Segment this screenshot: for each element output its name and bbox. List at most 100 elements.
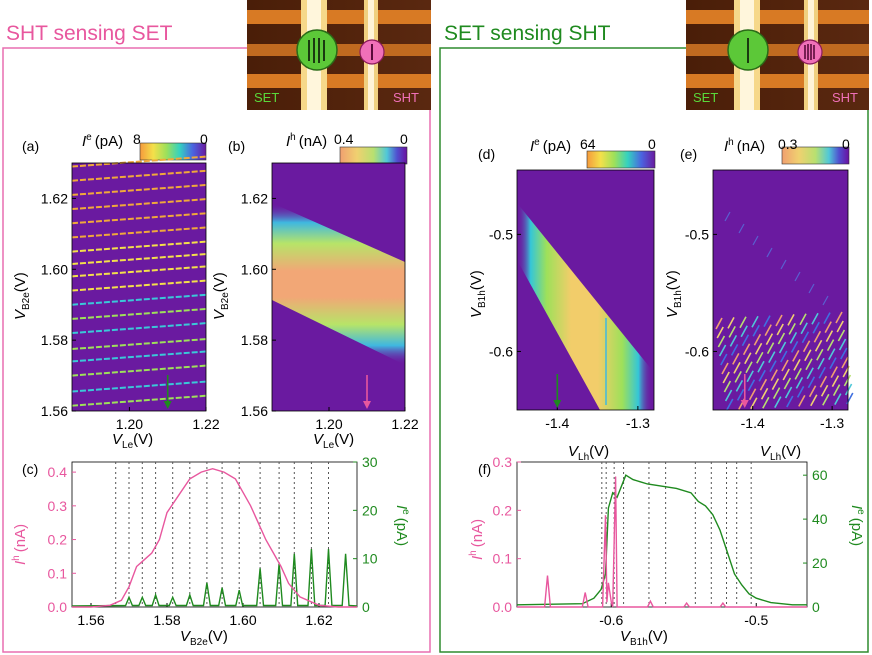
streak-e-64 — [829, 357, 837, 369]
streak-e-70 — [770, 369, 778, 381]
colorbar-d-label: Ie (pA) — [530, 137, 571, 155]
streak-e-85 — [819, 375, 828, 388]
y-tick-label-a-0: 1.56 — [41, 403, 68, 419]
left-tick-label-f-3: 0.3 — [493, 454, 513, 470]
panel-a: (a) Ie (pA) 8 0 1.20 1.221.561.581.601.62 … — [12, 131, 220, 451]
x-tick-label-f-0: -0.6 — [599, 612, 623, 628]
streak-e-63 — [817, 357, 825, 370]
streak-e-faint-6 — [808, 283, 815, 294]
colorbar-b-max: 0.4 — [334, 131, 354, 147]
right-tick-label-c-3: 30 — [362, 454, 378, 470]
axis-d-x-label: VLh(V) — [568, 443, 609, 463]
streak-e-82 — [783, 377, 792, 390]
streak-e-26 — [765, 333, 774, 345]
streak-e-73 — [806, 367, 814, 380]
streak-e-3 — [751, 315, 759, 328]
device-photo-right: SET SHT — [686, 0, 869, 110]
axis-b-y-label: VB2e(V) — [211, 272, 231, 320]
streak-e-78 — [735, 380, 744, 392]
streak-e-11 — [716, 326, 724, 339]
stripe-a-9 — [71, 265, 207, 278]
streak-e-0 — [715, 317, 723, 330]
panel-c: (c) 1.56 1.58 1.60 1.62 0.0 0.1 0.2 0.3 0.4 0 10 20… — [11, 454, 411, 648]
streak-e-faint-3 — [766, 247, 773, 258]
streak-e-faint-7 — [822, 295, 829, 306]
streak-e-18 — [800, 322, 808, 335]
streak-e-34 — [730, 344, 739, 356]
streak-e-22 — [717, 335, 726, 348]
streak-e-1 — [727, 317, 735, 329]
streak-e-75 — [830, 366, 838, 378]
x-tick-label-a-0: 1.20 — [116, 416, 143, 432]
streak-e-105 — [798, 395, 806, 407]
colorbar-d-min: 0 — [648, 136, 656, 152]
plot-f-area — [516, 461, 808, 608]
streak-e-25 — [753, 333, 762, 346]
right-tick-label-c-2: 20 — [362, 502, 378, 518]
streak-e-95 — [808, 385, 817, 398]
panel-a-letter: (a) — [22, 138, 39, 154]
y-tick-label-b-2: 1.60 — [241, 261, 268, 277]
streak-e-88 — [724, 389, 733, 402]
streak-e-77 — [723, 380, 732, 393]
left-tick-label-c-0: 0.0 — [48, 599, 68, 615]
streak-e-21 — [836, 320, 844, 333]
axis-b-x-label: VLe(V) — [313, 431, 354, 451]
device-photo-left: SET SHT — [247, 0, 431, 110]
streak-e-103 — [774, 396, 782, 408]
streak-e-96 — [820, 384, 829, 397]
panel-e: (e) Ih (nA) 0.3 0 -1.4 -1.3 -0.6 -0.5 VLh(V)… — [664, 136, 854, 463]
colorbar-e-max: 0.3 — [778, 136, 798, 152]
streak-e-60 — [781, 359, 789, 372]
y-tick-label-d-0: -0.6 — [489, 343, 513, 359]
streak-e-37 — [766, 342, 775, 354]
stripe-a-4 — [71, 338, 207, 350]
streak-e-23 — [729, 335, 738, 347]
streak-e-8 — [811, 312, 819, 325]
left-tick-label-c-1: 0.1 — [48, 565, 68, 581]
streak-e-27 — [777, 332, 786, 345]
streak-e-91 — [760, 387, 769, 400]
streak-e-59 — [769, 360, 777, 372]
colorbar-a-min: 0 — [200, 131, 208, 147]
x-tick-label-a-1: 1.22 — [192, 416, 219, 432]
axis-c-right-label: Ie(pA) — [393, 505, 411, 546]
streak-e-36 — [754, 342, 763, 355]
arrow-b-head — [363, 401, 371, 409]
panel-c-letter: (c) — [22, 461, 38, 477]
colorbar-e — [781, 146, 850, 165]
arrow-a-head — [163, 401, 172, 409]
streak-e-4 — [763, 315, 771, 327]
heatmap-e — [713, 170, 848, 410]
streak-e-38 — [778, 341, 787, 354]
colorbar-a-label: Ie (pA) — [82, 132, 123, 150]
streak-e-54 — [840, 347, 848, 360]
streak-e-29 — [801, 331, 810, 344]
photo-sht-label-right: SHT — [832, 90, 858, 105]
colorbar-e-label: Ih (nA) — [724, 137, 765, 155]
colorbar-b — [339, 146, 408, 165]
sht-island-marker-right — [797, 39, 823, 65]
colorbar-b-min: 0 — [400, 131, 408, 147]
panel-f-letter: (f) — [478, 461, 491, 477]
streak-e-74 — [818, 366, 826, 379]
x-tick-label-c-2: 1.60 — [229, 612, 256, 628]
streak-e-52 — [816, 348, 824, 361]
x-tick-label-c-0: 1.56 — [77, 612, 104, 628]
streak-e-7 — [799, 313, 807, 326]
streak-e-68 — [746, 370, 754, 383]
streak-e-faint-4 — [780, 259, 787, 270]
streak-e-93 — [784, 386, 793, 399]
streak-e-14 — [752, 324, 760, 337]
streak-e-107 — [822, 393, 830, 406]
y-tick-label-d-1: -0.5 — [489, 226, 513, 242]
streak-e-61 — [793, 359, 801, 371]
streak-e-30 — [813, 330, 822, 343]
axis-f-right-label: Ie(pA) — [848, 505, 866, 546]
streak-e-39 — [790, 341, 799, 353]
y-tick-label-a-2: 1.60 — [41, 261, 68, 277]
colorbar-e-min: 0 — [842, 136, 850, 152]
streak-e-32 — [837, 329, 846, 342]
streak-e-108 — [834, 393, 842, 405]
